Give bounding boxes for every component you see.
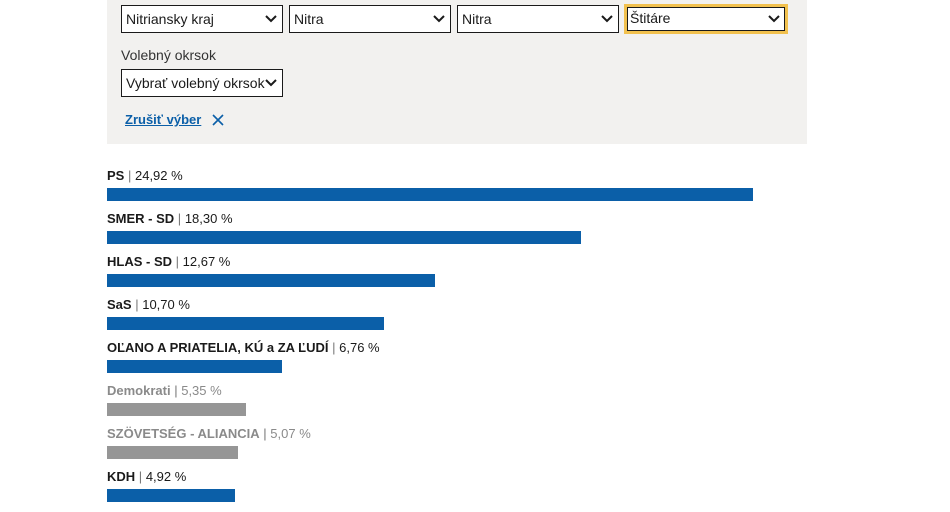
result-bar — [107, 446, 238, 459]
party-row: Demokrati | 5,35 % — [107, 383, 807, 416]
party-name: SaS — [107, 297, 132, 312]
party-row: PS | 24,92 % — [107, 168, 807, 201]
party-percent: 4,92 % — [145, 469, 187, 484]
party-row: SaS | 10,70 % — [107, 297, 807, 330]
party-name: SZÖVETSÉG - ALIANCIA — [107, 426, 260, 441]
result-bar — [107, 360, 282, 373]
result-bar — [107, 188, 753, 201]
result-bar — [107, 317, 384, 330]
result-bar — [107, 403, 246, 416]
party-name: OĽANO A PRIATELIA, KÚ a ZA ĽUDÍ — [107, 340, 329, 355]
party-row: SMER - SD | 18,30 % — [107, 211, 807, 244]
area-select-value: Štitáre — [630, 10, 671, 26]
region-select[interactable]: Nitriansky kraj — [121, 5, 283, 33]
party-percent: 5,07 % — [270, 426, 311, 441]
municipality-select-value: Nitra — [462, 11, 492, 27]
party-percent: 18,30 % — [184, 211, 233, 226]
chevron-down-icon — [601, 15, 613, 23]
party-percent: 12,67 % — [182, 254, 231, 269]
party-name: KDH — [107, 469, 136, 484]
municipality-select[interactable]: Nitra — [457, 5, 619, 33]
party-percent: 5,35 % — [181, 383, 222, 398]
party-name: HLAS - SD — [107, 254, 172, 269]
chevron-down-icon — [265, 79, 277, 87]
precinct-label: Volebný okrsok — [121, 47, 216, 63]
party-percent: 10,70 % — [142, 297, 190, 312]
result-bar — [107, 489, 235, 502]
party-row: OĽANO A PRIATELIA, KÚ a ZA ĽUDÍ | 6,76 % — [107, 340, 807, 373]
region-select-value: Nitriansky kraj — [126, 11, 214, 27]
chevron-down-icon — [265, 15, 277, 23]
party-percent: 24,92 % — [134, 168, 183, 183]
chevron-down-icon — [433, 15, 445, 23]
close-icon[interactable] — [212, 114, 224, 126]
result-bar — [107, 231, 581, 244]
precinct-select-value: Vybrať volebný okrsok — [126, 75, 265, 91]
party-row: KDH | 4,92 % — [107, 469, 807, 502]
result-bar — [107, 274, 435, 287]
clear-selection-link[interactable]: Zrušiť výber — [125, 112, 202, 127]
party-name: Demokrati — [107, 383, 171, 398]
district-select-value: Nitra — [294, 11, 324, 27]
party-row: HLAS - SD | 12,67 % — [107, 254, 807, 287]
party-percent: 6,76 % — [339, 340, 380, 355]
party-name: SMER - SD — [107, 211, 175, 226]
party-row: SZÖVETSÉG - ALIANCIA | 5,07 % — [107, 426, 807, 459]
precinct-select[interactable]: Vybrať volebný okrsok — [121, 69, 283, 97]
party-name: PS — [107, 168, 125, 183]
district-select[interactable]: Nitra — [289, 5, 451, 33]
area-select[interactable]: Štitáre — [624, 4, 788, 34]
chevron-down-icon — [768, 15, 780, 23]
